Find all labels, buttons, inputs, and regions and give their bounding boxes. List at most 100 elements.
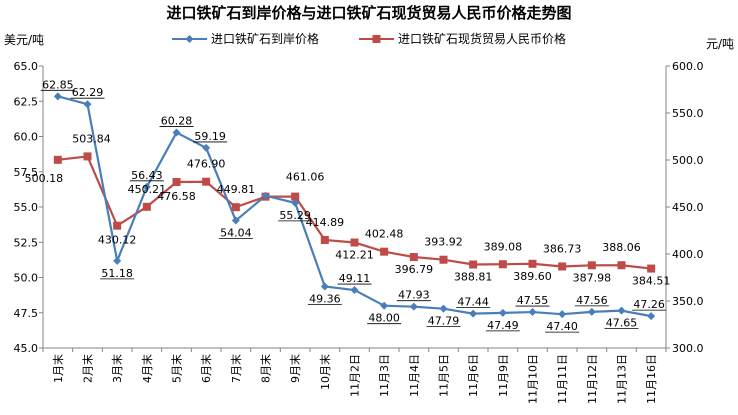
legend-marker-series-2 [372, 35, 381, 43]
data-label-cif-price: 47.79 [428, 315, 460, 328]
marker-rmb-price [83, 152, 92, 161]
marker-cif-price [291, 198, 300, 207]
legend: 进口铁矿石到岸价格 进口铁矿石现货贸易人民币价格 [172, 31, 566, 46]
marker-rmb-price [231, 203, 240, 212]
data-label-rmb-price: 387.98 [573, 271, 612, 284]
marker-cif-price [83, 100, 92, 109]
category-label: 6月末 [199, 354, 213, 383]
category-label: 11月4日 [408, 354, 421, 397]
data-label-cif-price: 48.00 [368, 312, 400, 325]
marker-cif-price [439, 304, 448, 313]
data-label-cif-price: 59.19 [194, 130, 226, 143]
left-tick-label: 62.5 [14, 95, 39, 108]
marker-rmb-price [647, 264, 656, 273]
left-tick-label: 65.0 [14, 60, 39, 73]
marker-rmb-price [291, 192, 300, 201]
axes [39, 65, 670, 352]
marker-cif-price [261, 191, 270, 200]
marker-rmb-price [439, 255, 448, 264]
tick-labels: 45.0 47.5 50.0 52.5 55.0 57.5 60.0 62.5 65.0 300.… [14, 60, 704, 355]
category-label: 11月11日 [556, 354, 569, 404]
category-labels: 1月末 2月末 3月末 4月末 5月末 6月末 7月末 8月末 9月末 10月末 11月2日 11月3… [51, 354, 658, 404]
data-label-cif-price: 60.28 [161, 115, 193, 128]
left-tick-label: 45.0 [14, 342, 39, 355]
legend-marker-series-1 [185, 35, 194, 43]
left-tick-label: 47.5 [14, 307, 39, 320]
data-label-rmb-price: 389.08 [484, 240, 523, 253]
marker-cif-price [172, 128, 181, 137]
data-label-rmb-price: 388.81 [454, 271, 493, 284]
category-label: 2月末 [81, 354, 95, 383]
category-label: 1月末 [51, 354, 65, 383]
chart-title: 进口铁矿石到岸价格与进口铁矿石现货贸易人民币价格走势图 [166, 4, 571, 22]
marker-cif-price [113, 256, 122, 265]
data-label-rmb-price: 461.06 [286, 171, 325, 184]
category-label: 11月10日 [527, 354, 540, 404]
category-label: 11月12日 [586, 354, 599, 404]
category-label: 3月末 [110, 354, 124, 383]
category-label: 7月末 [229, 354, 243, 383]
data-label-cif-price: 51.18 [101, 267, 133, 280]
marker-cif-price [469, 309, 478, 318]
right-tick-label: 300.0 [672, 342, 704, 355]
marker-rmb-price [202, 177, 211, 186]
right-axis-unit: 元/吨 [706, 37, 734, 51]
data-label-rmb-price: 500.18 [25, 172, 64, 185]
data-label-cif-price: 47.55 [517, 294, 549, 307]
right-tick-label: 500.0 [672, 154, 704, 167]
marker-rmb-price [142, 202, 151, 211]
marker-rmb-price [558, 262, 567, 271]
data-label-rmb-price: 476.90 [187, 158, 226, 171]
data-label-cif-price: 47.44 [457, 296, 489, 309]
data-label-cif-price: 47.93 [398, 289, 430, 302]
category-label: 11月13日 [616, 354, 629, 404]
data-label-cif-price: 55.29 [279, 209, 311, 222]
right-tick-label: 350.0 [672, 295, 704, 308]
data-label-cif-price: 49.11 [339, 272, 371, 285]
marker-cif-price [528, 308, 537, 317]
data-label-rmb-price: 449.81 [217, 183, 256, 196]
right-tick-label: 450.0 [672, 201, 704, 214]
marker-cif-price [617, 306, 626, 315]
marker-cif-price [558, 310, 567, 319]
marker-rmb-price [587, 261, 596, 270]
marker-rmb-price [350, 238, 359, 247]
left-tick-label: 57.5 [14, 166, 39, 179]
marker-cif-price [142, 182, 151, 191]
data-label-rmb-price: 393.92 [424, 236, 463, 249]
data-label-cif-price: 47.49 [487, 319, 519, 332]
data-label-cif-price: 47.56 [576, 294, 608, 307]
data-label-cif-price: 47.26 [633, 298, 665, 311]
data-label-rmb-price: 389.60 [513, 270, 552, 283]
data-label-cif-price: 47.65 [606, 317, 638, 330]
category-label: 11月16日 [645, 354, 658, 404]
marker-cif-price [320, 282, 329, 291]
category-label: 11月5日 [438, 354, 451, 397]
data-label-rmb-price: 503.84 [72, 132, 111, 145]
marker-rmb-price [469, 260, 478, 269]
data-label-cif-price: 62.85 [42, 78, 74, 91]
data-label-rmb-price: 430.12 [98, 234, 137, 247]
data-label-rmb-price: 388.06 [602, 241, 641, 254]
category-label: 4月末 [140, 354, 154, 383]
series-markers [53, 92, 656, 321]
marker-rmb-price [113, 221, 122, 230]
category-label: 11月9日 [497, 354, 510, 397]
data-label-cif-price: 62.29 [72, 86, 104, 99]
marker-rmb-price [409, 253, 418, 262]
marker-cif-price [380, 301, 389, 310]
category-label: 10月末 [318, 354, 332, 390]
data-label-rmb-price: 402.48 [365, 228, 404, 241]
marker-rmb-price [498, 260, 507, 269]
data-label-cif-price: 54.04 [220, 227, 252, 240]
marker-rmb-price [53, 155, 62, 164]
category-label: 5月末 [170, 354, 184, 383]
category-label: 11月6日 [467, 354, 480, 397]
data-label-rmb-price: 476.58 [157, 190, 196, 203]
marker-cif-price [350, 286, 359, 295]
marker-cif-price [587, 307, 596, 316]
marker-cif-price [647, 312, 656, 321]
left-tick-label: 55.0 [14, 201, 39, 214]
